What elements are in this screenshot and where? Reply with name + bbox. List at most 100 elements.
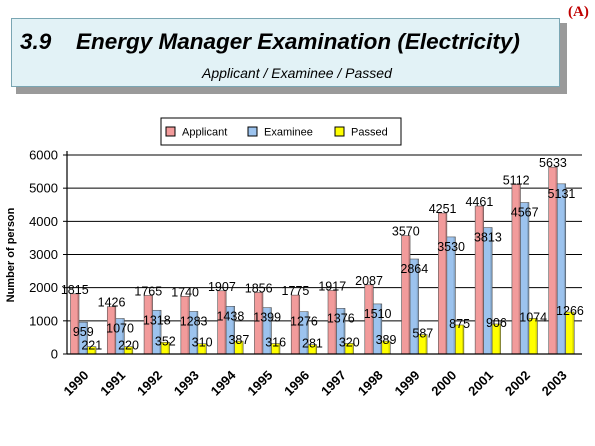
bar-shade (204, 343, 207, 354)
data-label: 1765 (134, 284, 162, 298)
y-tick-label: 2000 (29, 280, 58, 295)
data-label: 1283 (180, 314, 208, 328)
bar-shade (555, 167, 558, 354)
bar-shade (232, 306, 235, 354)
bar-shade (481, 206, 484, 354)
legend-label: Examinee (264, 127, 313, 139)
bar-shade (167, 342, 170, 354)
bar-shade (343, 308, 345, 354)
bar-shade (371, 284, 374, 354)
data-label: 387 (228, 333, 249, 347)
chart-axes (66, 151, 582, 355)
x-category-label: 1995 (244, 368, 275, 399)
legend-swatch (247, 126, 258, 137)
data-label: 2087 (355, 274, 383, 288)
bar-shade (187, 296, 190, 354)
y-axis-ticks: 0 1000 2000 3000 4000 5000 6000 (29, 148, 67, 362)
data-label: 1426 (98, 296, 126, 310)
data-label: 1438 (216, 309, 244, 323)
data-label: 316 (265, 336, 286, 350)
data-label: 5112 (503, 173, 530, 187)
bar-shade (379, 303, 382, 354)
y-tick-label: 1000 (29, 313, 58, 328)
data-label: 5633 (539, 156, 567, 170)
data-label: 352 (155, 334, 176, 348)
data-label: 906 (486, 316, 507, 330)
legend-swatch (165, 126, 176, 137)
bar-shade (425, 334, 428, 354)
x-category-label: 1993 (171, 368, 202, 399)
data-label: 3530 (437, 240, 465, 254)
bar-shade (269, 307, 272, 354)
legend-frame (160, 117, 402, 146)
data-label: 3813 (474, 231, 502, 245)
data-label: 1815 (61, 283, 89, 297)
bar-shade (306, 311, 309, 354)
x-category-label: 1998 (355, 368, 386, 399)
bar-shade (77, 293, 79, 354)
bar-shade (445, 213, 447, 354)
bar-shade (535, 318, 538, 354)
bar-shade (334, 290, 337, 354)
legend-label: Passed (351, 127, 388, 139)
y-tick-label: 5000 (29, 181, 58, 196)
bar-shade (563, 183, 566, 354)
bar-shade (113, 306, 116, 354)
data-label: 1917 (318, 279, 346, 293)
y-axis-title: Number of person (5, 207, 17, 302)
bar-shade (122, 318, 125, 354)
bar-shade (453, 236, 456, 354)
bar-shade (572, 312, 575, 354)
bar-shade (94, 346, 96, 354)
bar-shade (224, 290, 227, 354)
data-label: 389 (376, 333, 397, 347)
data-label: 220 (118, 339, 139, 353)
bar-shade (297, 295, 300, 354)
bar-shade (416, 259, 419, 354)
chart-bars (70, 166, 575, 355)
title-text: Energy Manager Examination (Electricity) (76, 29, 520, 54)
data-label: 1070 (106, 322, 134, 336)
data-label: 1376 (327, 311, 355, 325)
bar-shade (85, 322, 88, 354)
x-category-label: 1992 (134, 368, 165, 399)
y-tick-label: 4000 (29, 214, 58, 229)
chart-legend: Applicant Examinee Passed (160, 117, 402, 146)
data-label: 1318 (143, 313, 171, 327)
x-category-label: 2001 (465, 368, 496, 399)
data-label: 875 (449, 317, 470, 331)
y-tick-label: 6000 (29, 148, 58, 163)
bar-shade (490, 227, 493, 354)
data-label: 3570 (392, 225, 420, 239)
chart-gridlines (67, 154, 582, 322)
bar-shade (518, 184, 521, 354)
x-category-label: 1990 (60, 368, 91, 399)
corner-label: (A) (568, 4, 589, 20)
bar-shade (498, 323, 501, 354)
bar-shade (388, 341, 391, 354)
bar-shade (314, 344, 317, 354)
title-banner: 3.9 Energy Manager Examination (Electrici… (11, 18, 560, 87)
data-label: 1276 (290, 315, 318, 329)
bar-shade (241, 341, 244, 354)
legend-label: Applicant (182, 127, 227, 139)
x-category-label: 1996 (281, 368, 312, 399)
data-label: 1266 (556, 304, 584, 318)
x-category-label: 2003 (539, 368, 570, 399)
data-label: 1399 (253, 311, 281, 325)
data-label: 5131 (548, 187, 576, 201)
y-tick-label: 3000 (29, 247, 58, 262)
bar-shade (278, 343, 280, 354)
x-category-label: 1994 (208, 367, 240, 399)
data-label: 221 (81, 339, 102, 353)
bar-shade (527, 202, 529, 354)
data-label: 4461 (465, 195, 493, 209)
x-category-label: 2002 (502, 368, 533, 399)
data-label: 1740 (171, 285, 199, 299)
x-axis-categories: 1990 1991 1992 1993 1994 1995 1996 1997 1998 1999… (60, 367, 569, 399)
data-label: 1907 (208, 280, 236, 294)
data-label: 281 (302, 337, 323, 351)
data-label: 1856 (245, 281, 273, 295)
